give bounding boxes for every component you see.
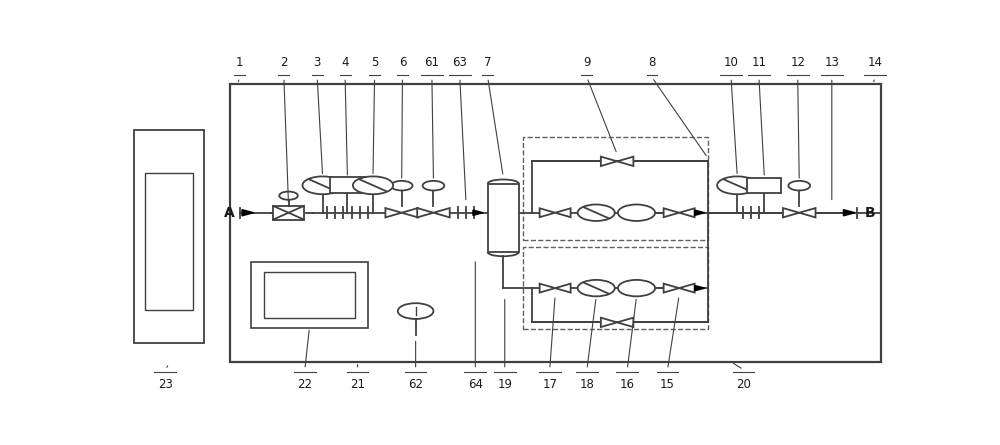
Circle shape (578, 280, 615, 296)
Text: 9: 9 (583, 56, 591, 69)
Polygon shape (664, 283, 679, 292)
Bar (145, 173, 193, 311)
Bar (134, 130, 204, 343)
Polygon shape (555, 208, 571, 217)
Polygon shape (473, 210, 483, 215)
Text: 4: 4 (341, 56, 349, 69)
Circle shape (279, 191, 298, 200)
Text: 17: 17 (542, 378, 557, 391)
Text: 12: 12 (790, 56, 805, 69)
Text: 22: 22 (297, 378, 312, 391)
Text: 5: 5 (371, 56, 378, 69)
Polygon shape (555, 283, 571, 292)
Bar (747, 178, 781, 193)
Bar (523, 138, 708, 240)
Polygon shape (540, 283, 555, 292)
Circle shape (353, 176, 393, 194)
Polygon shape (679, 208, 695, 217)
Bar (230, 84, 881, 362)
Circle shape (302, 176, 343, 194)
Text: 19: 19 (497, 378, 512, 391)
Bar (330, 178, 365, 193)
Text: A: A (223, 206, 234, 220)
Polygon shape (664, 208, 679, 217)
Polygon shape (617, 318, 633, 327)
Text: 10: 10 (724, 56, 738, 69)
Polygon shape (402, 208, 418, 218)
Circle shape (788, 181, 810, 190)
Circle shape (717, 176, 757, 194)
Circle shape (618, 205, 655, 221)
Text: 3: 3 (314, 56, 321, 69)
Text: 23: 23 (158, 378, 173, 391)
Bar (523, 247, 708, 329)
Circle shape (391, 181, 413, 190)
Polygon shape (433, 208, 450, 218)
Text: 15: 15 (660, 378, 675, 391)
Text: 62: 62 (408, 378, 423, 391)
Text: 14: 14 (868, 56, 883, 69)
Circle shape (578, 205, 615, 221)
Bar (488, 184, 519, 252)
Text: 13: 13 (824, 56, 839, 69)
Text: 2: 2 (280, 56, 288, 69)
Circle shape (423, 181, 444, 190)
Polygon shape (601, 318, 617, 327)
Circle shape (398, 303, 433, 319)
Circle shape (618, 280, 655, 296)
Text: 6: 6 (399, 56, 406, 69)
Polygon shape (695, 285, 705, 291)
Text: 1: 1 (236, 56, 243, 69)
Text: 61: 61 (424, 56, 439, 69)
Bar (264, 271, 355, 319)
Polygon shape (617, 157, 633, 166)
Polygon shape (783, 208, 799, 218)
Bar (273, 206, 304, 219)
Text: 11: 11 (751, 56, 766, 69)
Polygon shape (601, 157, 617, 166)
Polygon shape (242, 210, 254, 216)
Polygon shape (417, 208, 433, 218)
Text: 18: 18 (579, 378, 594, 391)
Text: 16: 16 (620, 378, 635, 391)
Text: 8: 8 (648, 56, 656, 69)
Polygon shape (695, 210, 705, 215)
Text: 7: 7 (484, 56, 491, 69)
Polygon shape (679, 283, 695, 292)
Bar (251, 263, 368, 328)
Text: B: B (865, 206, 876, 220)
Polygon shape (799, 208, 816, 218)
Text: 21: 21 (350, 378, 365, 391)
Polygon shape (540, 208, 555, 217)
Polygon shape (385, 208, 402, 218)
Text: 63: 63 (452, 56, 467, 69)
Text: 64: 64 (468, 378, 483, 391)
Text: 20: 20 (736, 378, 751, 391)
Polygon shape (843, 210, 855, 216)
